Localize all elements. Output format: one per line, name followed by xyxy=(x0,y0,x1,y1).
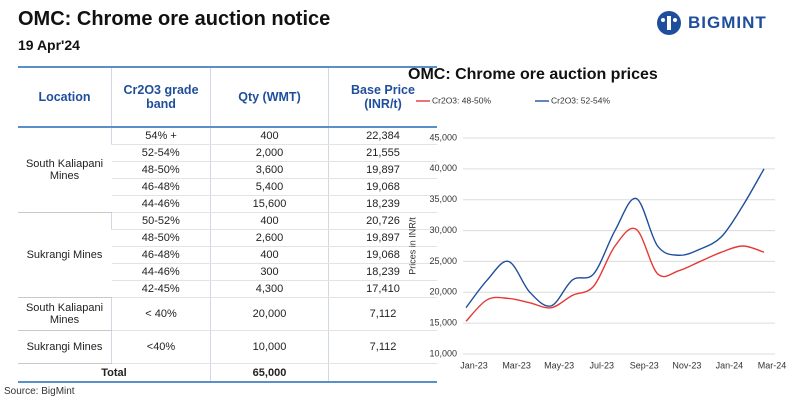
table-cell: 400 xyxy=(210,246,329,264)
table-cell: 50-52% xyxy=(111,212,211,230)
title: OMC: Chrome ore auction notice xyxy=(18,8,331,30)
table-cell: < 40% xyxy=(111,297,211,331)
source: Source: BigMint xyxy=(4,386,75,397)
table-cell: 18,239 xyxy=(328,263,437,281)
column-header: Cr2O3 grade band xyxy=(111,66,211,128)
logo-text: BIGMINT xyxy=(688,13,767,32)
table-cell: 7,112 xyxy=(328,330,437,364)
table-row: 46-48% 400 19,068 xyxy=(18,246,437,264)
total-label: Total xyxy=(18,363,211,383)
column-header: Location xyxy=(18,66,112,128)
table-cell: 22,384 xyxy=(328,127,437,145)
table-cell: 2,000 xyxy=(210,144,329,162)
table-cell: 17,410 xyxy=(328,280,437,298)
table-cell: 44-46% xyxy=(111,263,211,281)
auction-table: Location Cr2O3 grade band Qty (WMT) Base Pr… xyxy=(18,66,437,383)
table-row: 46-48% 5,400 19,068 xyxy=(18,178,437,196)
column-header: Qty (WMT) xyxy=(210,66,329,128)
x-tick-label: Mar-23 xyxy=(502,360,531,370)
table-cell: 400 xyxy=(210,212,329,230)
table-row: 52-54% 2,000 21,555 xyxy=(18,144,437,162)
series-line xyxy=(465,227,765,322)
table-row: 48-50% 2,600 19,897 xyxy=(18,229,437,247)
table-cell: 19,068 xyxy=(328,246,437,264)
table-row: Sukrangi Mines <40% 10,000 7,112 xyxy=(18,330,437,364)
table-row: Sukrangi Mines 50-52% 400 20,726 xyxy=(18,212,437,298)
table-row: 42-45% 4,300 17,410 xyxy=(18,280,437,298)
x-tick-label: Jan-24 xyxy=(716,360,744,370)
table-cell: 46-48% xyxy=(111,178,211,196)
table-cell: 54% + xyxy=(111,127,211,145)
location-cell: Sukrangi Mines xyxy=(18,212,112,298)
logo-icon xyxy=(657,11,681,35)
table-cell: 21,555 xyxy=(328,144,437,162)
table-cell: 5,400 xyxy=(210,178,329,196)
total-row: Total 65,000 xyxy=(18,363,437,383)
table-cell: 300 xyxy=(210,263,329,281)
table-row: 44-46% 300 18,239 xyxy=(18,263,437,281)
table-cell: 46-48% xyxy=(111,246,211,264)
table-cell: 20,726 xyxy=(328,212,437,230)
table-cell: <40% xyxy=(111,330,211,364)
series-line xyxy=(465,168,765,309)
location-cell: Sukrangi Mines xyxy=(18,330,112,364)
chart-title: OMC: Chrome ore auction prices xyxy=(408,66,658,83)
table-cell: 10,000 xyxy=(210,330,329,364)
logo: BIGMINT xyxy=(656,10,767,36)
total-qty: 65,000 xyxy=(210,363,329,383)
header-row: Location Cr2O3 grade band Qty (WMT) Base Pr… xyxy=(18,66,437,128)
x-tick-label: Jul-23 xyxy=(589,360,614,370)
x-tick-label: May-23 xyxy=(544,360,574,370)
column-header: Base Price (INR/t) xyxy=(328,66,437,128)
table-row: 44-46% 15,600 18,239 xyxy=(18,195,437,213)
table-cell: 52-54% xyxy=(111,144,211,162)
x-tick-label: Nov-23 xyxy=(672,360,701,370)
table-row: South Kaliapani Mines 54% +400 22,384 xyxy=(18,127,437,213)
location-cell: South Kaliapani Mines xyxy=(18,297,112,331)
date: 19 Apr'24 xyxy=(18,37,80,53)
total-empty xyxy=(328,363,437,383)
table-cell: 48-50% xyxy=(111,161,211,179)
x-tick-label: Sep-23 xyxy=(630,360,659,370)
x-tick-label: Jan-23 xyxy=(460,360,488,370)
legend-label: Cr2O3: 48-50% xyxy=(432,95,491,105)
table-cell: 15,600 xyxy=(210,195,329,213)
location-cell: South Kaliapani Mines xyxy=(18,127,112,213)
table-cell: 19,897 xyxy=(328,229,437,247)
table-cell: 7,112 xyxy=(328,297,437,331)
table-cell: 19,897 xyxy=(328,161,437,179)
table-row: South Kaliapani Mines < 40% 20,000 7,112 xyxy=(18,297,437,331)
table-cell: 42-45% xyxy=(111,280,211,298)
x-tick-label: Mar-24 xyxy=(758,360,787,370)
table-row: 48-50% 3,600 19,897 xyxy=(18,161,437,179)
table-cell: 19,068 xyxy=(328,178,437,196)
table-cell: 44-46% xyxy=(111,195,211,213)
table-cell: 18,239 xyxy=(328,195,437,213)
table-cell: 4,300 xyxy=(210,280,329,298)
table-cell: 400 xyxy=(210,127,329,145)
table-cell: 20,000 xyxy=(210,297,329,331)
table-cell: 48-50% xyxy=(111,229,211,247)
legend-label: Cr2O3: 52-54% xyxy=(551,95,610,105)
table-cell: 2,600 xyxy=(210,229,329,247)
table-cell: 3,600 xyxy=(210,161,329,179)
